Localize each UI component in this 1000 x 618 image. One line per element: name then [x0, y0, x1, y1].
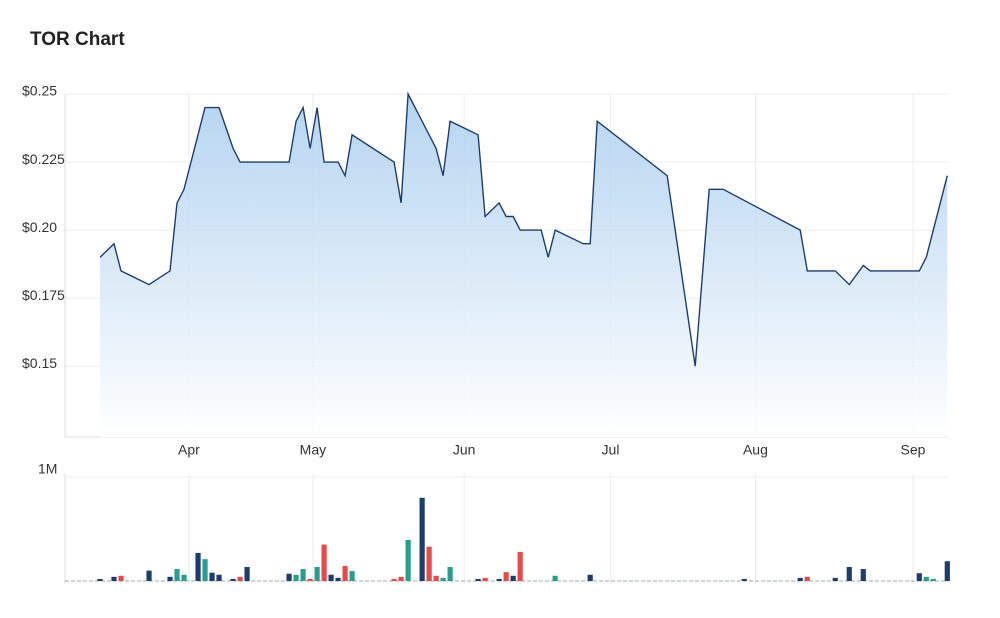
x-tick-label: Aug	[743, 442, 768, 458]
volume-bar	[321, 544, 327, 581]
volume-bar	[475, 578, 481, 581]
volume-bar	[328, 574, 334, 581]
volume-bar	[503, 572, 509, 581]
volume-bar	[832, 577, 838, 581]
volume-bar	[244, 566, 250, 581]
volume-bar	[237, 576, 243, 581]
volume-bar	[314, 566, 320, 581]
volume-bar	[433, 575, 439, 581]
volume-bar	[510, 575, 516, 581]
x-tick-label: May	[300, 442, 326, 458]
chart-title: TOR Chart	[30, 29, 125, 50]
volume-bar	[426, 546, 432, 581]
y-tick-label: $0.225	[22, 151, 65, 167]
y-tick-label: $0.25	[22, 83, 57, 99]
volume-bar	[923, 576, 929, 581]
x-tick-label: Jun	[453, 442, 476, 458]
volume-bar	[930, 578, 936, 581]
volume-bar	[741, 578, 747, 581]
volume-bar	[174, 569, 180, 581]
volume-bar	[587, 574, 593, 581]
volume-bar	[209, 572, 215, 581]
volume-bar	[300, 569, 306, 581]
volume-bar	[797, 577, 803, 581]
volume-bar	[804, 576, 810, 581]
y-tick-label: $0.15	[22, 355, 57, 371]
volume-bar	[307, 578, 313, 581]
volume-bar	[944, 561, 950, 581]
y-tick-label: $0.20	[22, 219, 57, 235]
volume-bar	[111, 576, 117, 581]
volume-bar	[293, 574, 299, 581]
volume-bar	[230, 578, 236, 581]
volume-bar	[391, 578, 397, 581]
volume-bar	[146, 570, 152, 581]
volume-bar	[552, 575, 558, 581]
volume-bar	[419, 497, 425, 581]
volume-bar	[181, 574, 187, 581]
volume-bar	[916, 573, 922, 581]
volume-bar	[335, 577, 341, 581]
volume-bar	[398, 576, 404, 581]
volume-bar	[342, 565, 348, 581]
price-line	[99, 91, 948, 367]
volume-bar	[286, 573, 292, 581]
volume-bar	[349, 571, 355, 581]
x-tick-label: Jul	[602, 442, 620, 458]
x-tick-label: Sep	[901, 442, 926, 458]
price-area	[100, 94, 948, 437]
y-tick-label: $0.175	[22, 287, 65, 303]
volume-bar	[216, 574, 222, 581]
volume-bar	[167, 576, 173, 581]
volume-bar	[482, 577, 488, 581]
volume-bar	[860, 569, 866, 581]
volume-bar	[447, 566, 453, 581]
volume-bar	[496, 578, 502, 581]
x-tick-label: Apr	[178, 442, 200, 458]
volume-bar	[97, 578, 103, 581]
y-tick-label: 1M	[38, 461, 57, 477]
volume-bar	[202, 559, 208, 581]
volume-bar	[118, 575, 124, 581]
volume-bar	[846, 566, 852, 581]
volume-bar	[517, 551, 523, 581]
volume-bar	[440, 577, 446, 581]
volume-bar	[195, 552, 201, 581]
volume-bar	[405, 539, 411, 581]
